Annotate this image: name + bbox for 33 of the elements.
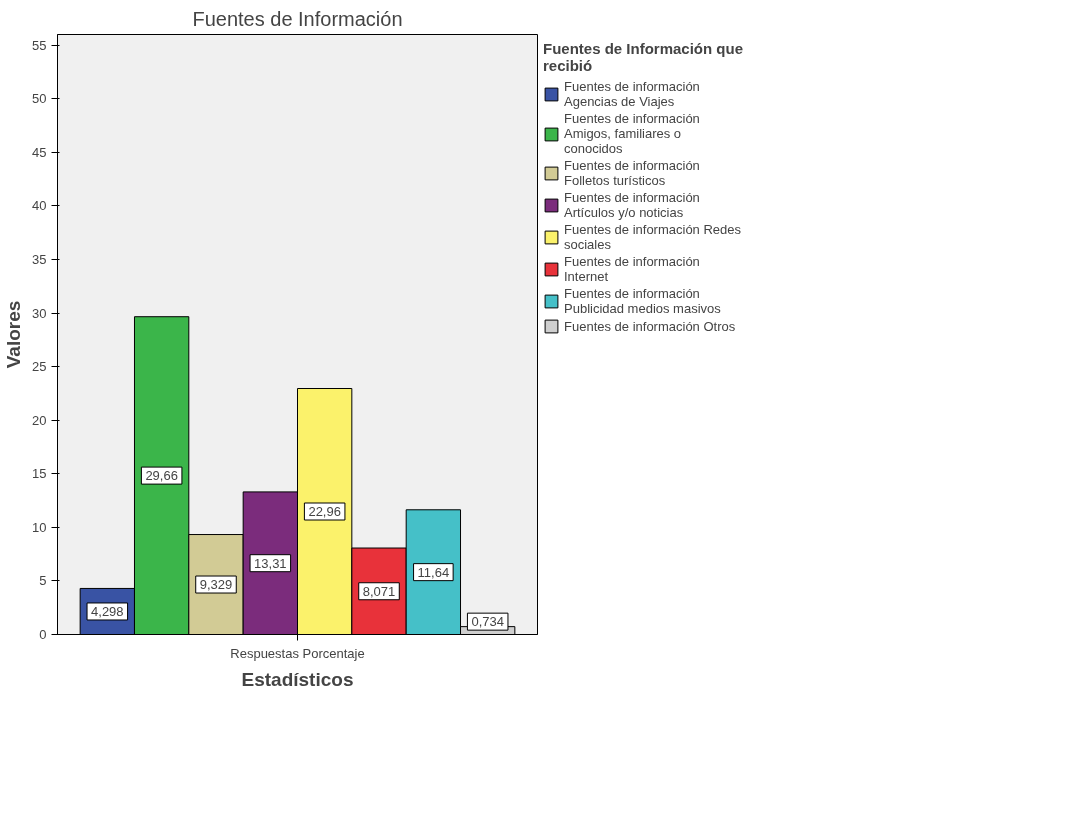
y-tick-label: 0	[39, 627, 47, 642]
data-label: 29,66	[145, 468, 178, 484]
legend-label: Fuentes de información Folletos turísticos	[564, 158, 700, 188]
data-label: 0,734	[471, 614, 504, 630]
y-tick-label: 15	[32, 466, 47, 482]
y-tick-label: 10	[32, 519, 47, 535]
y-tick-label: 55	[32, 37, 47, 53]
chart-title: Fuentes de Información	[192, 7, 403, 30]
legend-label: Fuentes de información Internet	[564, 254, 700, 284]
legend-label: Fuentes de información Agencias de Viajes	[564, 79, 700, 109]
x-tick-label: Respuestas Porcentaje	[230, 645, 365, 661]
y-axis-title: Valores	[3, 300, 25, 369]
y-tick-label: 50	[32, 91, 47, 107]
y-tick-label: 40	[32, 198, 47, 214]
y-tick-label: 5	[39, 573, 47, 589]
legend-label: Fuentes de información Redes sociales	[564, 222, 742, 252]
data-label: 13,31	[254, 555, 287, 571]
data-label: 22,96	[308, 504, 341, 519]
y-tick-label: 20	[32, 412, 47, 428]
data-label: 4,298	[91, 603, 124, 619]
data-label: 9,329	[199, 577, 233, 593]
data-label: 11,64	[417, 564, 450, 580]
y-tick-label: 30	[32, 305, 47, 321]
y-tick-label: 25	[32, 359, 47, 375]
legend-label: Fuentes de información Publicidad medios masivos	[564, 286, 721, 316]
legend-label: Fuentes de información Artículos y/o noticias	[564, 190, 700, 220]
y-tick-label: 45	[32, 144, 47, 160]
legend-title: Fuentes de Información que recibió	[543, 40, 744, 74]
legend-label: Fuentes de información Otros	[564, 318, 736, 334]
data-label: 8,071	[362, 583, 396, 599]
legend-label: Fuentes de información Amigos, familiares o conocidos	[564, 111, 700, 156]
y-tick-label: 35	[32, 252, 47, 267]
x-axis-title: Estadísticos	[241, 668, 354, 690]
